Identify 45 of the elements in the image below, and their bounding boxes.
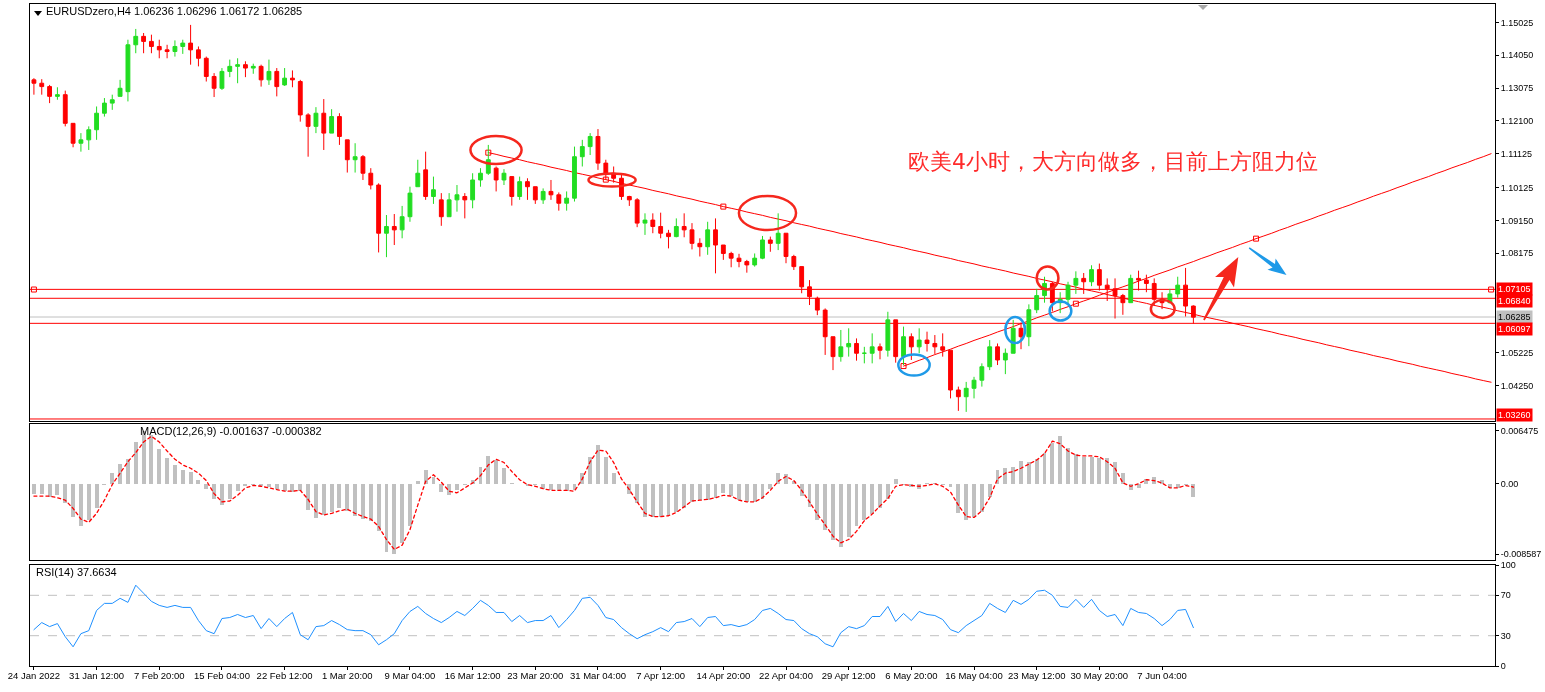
ref-line-label: 1.07105 — [1498, 284, 1531, 294]
x-tick-label: 15 Feb 04:00 — [193, 670, 250, 682]
x-tick-label: 30 May 20:00 — [1070, 670, 1129, 682]
y-tick-label: 1.15025 — [1500, 17, 1534, 28]
annotation: 欧美4小时，大方向做多，目前上方阻力位 — [908, 149, 1318, 174]
y-tick-label: 70 — [1500, 590, 1511, 601]
chart-title: EURUSDzero,H4 1.06236 1.06296 1.06172 1.06285 — [46, 4, 303, 17]
y-tick-label: 0.006475 — [1500, 425, 1539, 436]
y-tick-label: 1.04250 — [1500, 380, 1534, 391]
y-tick-label: 1.14050 — [1500, 50, 1534, 61]
y-tick-label: 0 — [1500, 661, 1506, 672]
x-tick-label: 22 Apr 04:00 — [759, 670, 813, 682]
y-tick-label: 1.05225 — [1500, 347, 1534, 358]
x-tick-label: 14 Apr 20:00 — [696, 670, 751, 682]
ref-line-label: 1.06840 — [1498, 296, 1531, 306]
x-tick-label: 7 Apr 12:00 — [636, 670, 685, 682]
x-tick-label: 16 May 04:00 — [945, 670, 1003, 682]
ref-line-label: 1.03260 — [1498, 410, 1531, 420]
y-tick-label: 1.09150 — [1500, 215, 1534, 226]
chart-title: MACD(12,26,9) -0.001637 -0.000382 — [140, 424, 322, 437]
x-tick-label: 22 Feb 12:00 — [256, 670, 313, 682]
y-tick-label: 0.00 — [1500, 478, 1519, 489]
y-tick-label: 1.10125 — [1500, 182, 1534, 193]
x-tick-label: 1 Mar 20:00 — [321, 670, 373, 682]
x-tick-label: 7 Feb 20:00 — [133, 670, 185, 682]
x-tick-label: 7 Jun 04:00 — [1137, 670, 1187, 682]
y-tick-label: 30 — [1500, 630, 1511, 641]
x-tick-label: 31 Mar 04:00 — [569, 670, 626, 682]
x-tick-label: 24 Jan 2022 — [7, 670, 61, 682]
ref-line-label: 1.06097 — [1498, 324, 1531, 334]
y-tick-label: 1.08175 — [1500, 248, 1534, 259]
x-tick-label: 16 Mar 12:00 — [444, 670, 501, 682]
x-tick-label: 23 Mar 20:00 — [507, 670, 564, 682]
y-tick-label: 1.13075 — [1500, 83, 1534, 94]
x-tick-label: 31 Jan 12:00 — [69, 670, 125, 682]
y-tick-label: -0.008587 — [1500, 549, 1542, 560]
x-tick-label: 9 Mar 04:00 — [384, 670, 436, 682]
x-tick-label: 6 May 20:00 — [885, 670, 938, 682]
y-tick-label: 1.11125 — [1500, 148, 1532, 159]
chart-title: RSI(14) 37.6634 — [36, 565, 117, 578]
ref-line-label: 1.06285 — [1498, 312, 1531, 322]
x-tick-label: 23 May 12:00 — [1007, 670, 1066, 682]
y-tick-label: 100 — [1500, 560, 1516, 571]
x-tick-label: 29 Apr 12:00 — [821, 670, 876, 682]
y-tick-label: 1.12100 — [1500, 116, 1534, 127]
